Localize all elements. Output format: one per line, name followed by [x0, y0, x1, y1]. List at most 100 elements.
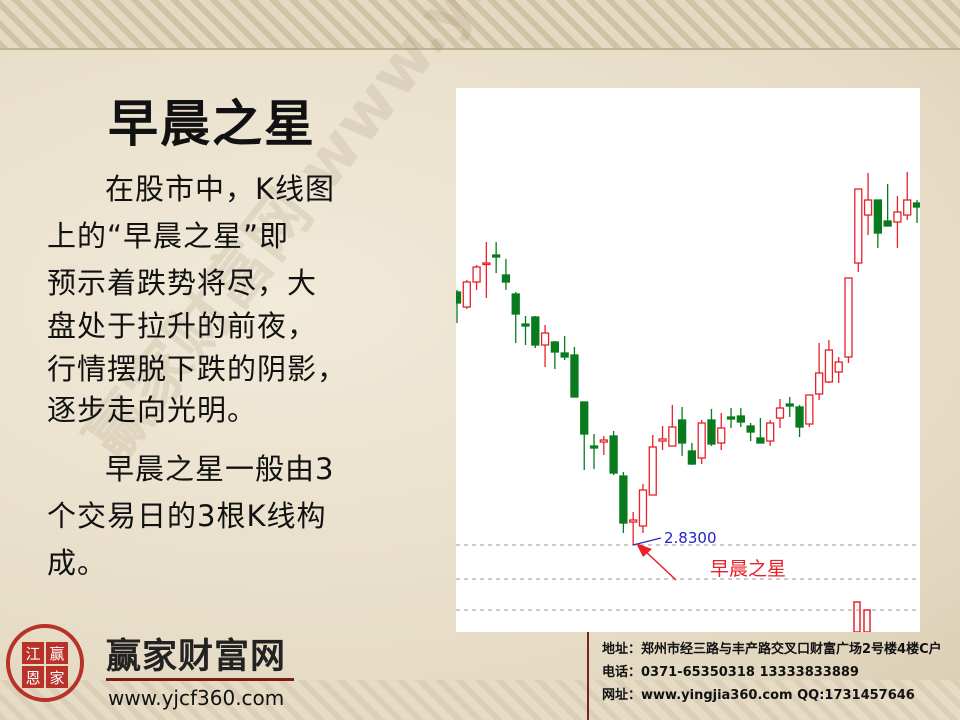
candle-up [893, 196, 902, 248]
candle-up [697, 420, 706, 464]
candle-body [658, 438, 667, 442]
candle-body [668, 426, 677, 447]
candle-down [912, 200, 922, 223]
candle-up [854, 188, 863, 272]
candle-body [766, 422, 775, 442]
logo-ring [6, 624, 84, 702]
candle-body [599, 439, 608, 443]
candle-up [668, 405, 677, 447]
text-line: 盘处于拉升的前夜， [47, 309, 318, 343]
candle-up [482, 242, 491, 298]
candle-body [824, 349, 834, 383]
candle-down [619, 472, 628, 533]
candle-body [726, 416, 736, 420]
candle-body [472, 266, 481, 283]
candle-body [511, 293, 520, 315]
candle-down [580, 401, 589, 470]
brand-divider [106, 678, 294, 681]
candle-body [883, 220, 892, 227]
price-label: 2.8300 [664, 529, 717, 547]
candle-down [785, 397, 794, 417]
candle-down [531, 316, 540, 348]
candle-body [619, 475, 628, 524]
candle-body [482, 262, 491, 266]
candle-body [785, 403, 794, 407]
volume-bar [863, 609, 871, 633]
candle-body [540, 332, 550, 346]
candle-down [550, 341, 560, 369]
candle-body [844, 277, 853, 358]
candle-up [863, 173, 873, 235]
candle-down [570, 347, 579, 398]
seal-char: 江 [22, 642, 44, 664]
candle-body [697, 422, 706, 459]
text-line: 早晨之星一般由3 [105, 452, 335, 486]
candle-down [883, 184, 892, 227]
candle-body [491, 254, 501, 258]
candle-up [834, 357, 843, 383]
candle-body [638, 489, 648, 527]
candle-body [531, 316, 540, 346]
candle-body [687, 450, 697, 465]
candle-body [521, 323, 530, 327]
candle-body [452, 291, 462, 304]
candle-body [609, 435, 618, 474]
candle-body [834, 361, 843, 373]
candle-body [893, 211, 902, 223]
candle-up [824, 340, 834, 383]
paragraph-2: 早晨之星一般由3 个交易日的3根K线构 成。 [47, 446, 334, 587]
candle-up [844, 277, 853, 363]
brand-name: 赢家财富网 [106, 637, 287, 677]
candle-body [903, 199, 912, 216]
text-line: 个交易日的3根K线构 [47, 499, 327, 533]
arrow-line [643, 549, 677, 581]
slide-title: 早晨之星 [108, 95, 316, 153]
candle-body [589, 445, 599, 449]
candle-down [873, 199, 883, 248]
candle-body [795, 406, 804, 428]
text-line: 预示着跌势将尽，大 [47, 266, 318, 300]
candle-body [736, 415, 745, 423]
candle-down [452, 290, 462, 323]
candle-up [472, 265, 481, 290]
candle-body [756, 437, 765, 444]
volume-bar [853, 601, 861, 633]
candlestick-svg: 2.8300 早晨之星 [452, 172, 922, 633]
candle-body [873, 199, 883, 234]
text-line: 上的“早晨之星”即 [47, 219, 290, 253]
candle-up [599, 436, 608, 455]
candle-body [717, 427, 726, 444]
candle-body [648, 446, 657, 496]
morning-star-annotation: 早晨之星 [710, 558, 786, 580]
candle-down [687, 443, 697, 465]
candle-up [629, 512, 638, 545]
seal-char: 赢 [46, 642, 68, 664]
brand-url: www.yjcf360.com [108, 686, 285, 710]
candle-body [707, 419, 716, 445]
candle-body [854, 188, 863, 264]
candle-up [903, 172, 912, 220]
footer-divider [587, 632, 589, 720]
phone-text: 电话：0371-65350318 13333833889 [602, 665, 859, 680]
candle-up [775, 399, 785, 428]
candle-body [805, 394, 814, 425]
candle-down [746, 423, 755, 441]
candle-down [501, 259, 511, 290]
candle-body [629, 519, 638, 523]
candle-up [717, 413, 726, 450]
decorative-border-top [0, 0, 960, 50]
decorative-border-bottom [0, 680, 960, 720]
paragraph-1: 在股市中，K线图 上的“早晨之星”即 预示着跌势将尽，大 盘处于拉升的前夜， 行… [47, 166, 347, 434]
candle-body [462, 281, 471, 308]
candle-body [912, 202, 922, 208]
candle-body [775, 407, 785, 419]
candle-down [756, 418, 765, 444]
text-line: 成。 [47, 546, 108, 580]
text-line: 行情摆脱下跌的阴影， [47, 352, 348, 386]
candle-down [677, 407, 687, 456]
candle-body [863, 199, 873, 216]
candle-up [462, 280, 471, 309]
candle-down [560, 336, 569, 360]
candle-body [501, 274, 511, 283]
candle-up [540, 325, 550, 367]
